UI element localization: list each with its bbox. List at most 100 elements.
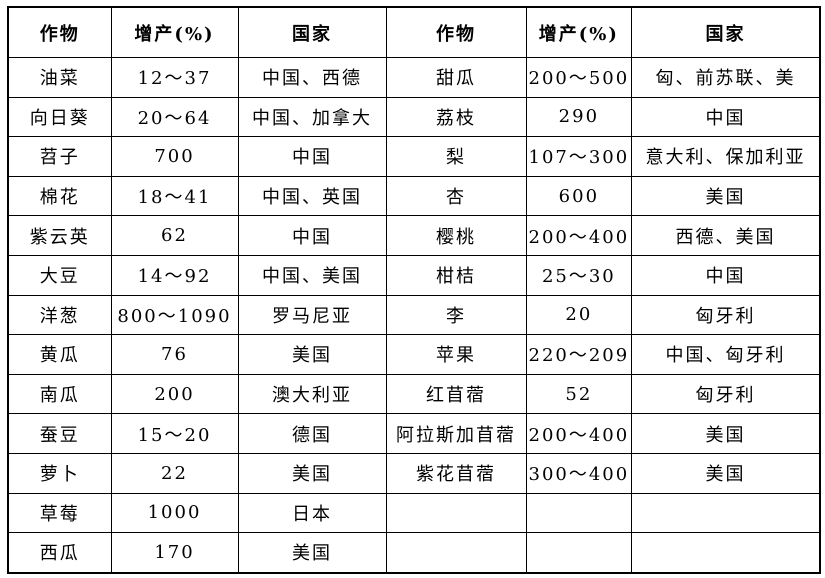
cell-country: 中国 xyxy=(631,96,821,138)
cell-increase xyxy=(525,532,633,574)
cell-crop: 柑桔 xyxy=(385,254,527,296)
cell-increase: 15～20 xyxy=(110,413,239,454)
cell-crop: 梨 xyxy=(385,136,527,177)
cell-country: 匈、前苏联、美 xyxy=(631,57,821,98)
table-row: 黄瓜 76 美国 苹果 220～209 中国、匈牙利 xyxy=(7,334,821,375)
cell-crop: 大豆 xyxy=(7,254,112,296)
cell-country: 美国 xyxy=(631,175,821,217)
cell-country: 中国、加拿大 xyxy=(237,96,387,138)
cell-increase: 62 xyxy=(110,215,239,256)
cell-crop: 草莓 xyxy=(7,492,112,534)
cell-crop: 蚕豆 xyxy=(7,413,112,454)
cell-crop: 荔枝 xyxy=(385,96,527,138)
column-header-increase: 增产(%) xyxy=(110,6,239,58)
cell-increase xyxy=(525,492,633,534)
crops-table-container: 作物 增产(%) 国家 作物 增产(%) 国家 油菜 12～37 中国、西德 甜瓜 200～500… xyxy=(7,6,821,574)
cell-increase: 800～1090 xyxy=(110,294,239,336)
cell-country xyxy=(631,532,821,574)
table-row: 紫云英 62 中国 樱桃 200～400 西德、美国 xyxy=(7,215,821,256)
cell-increase: 52 xyxy=(525,373,633,415)
cell-increase: 76 xyxy=(110,334,239,375)
cell-crop: 南瓜 xyxy=(7,373,112,415)
table-header: 作物 增产(%) 国家 作物 增产(%) 国家 xyxy=(7,6,821,58)
cell-increase: 600 xyxy=(525,175,633,217)
cell-crop: 黄瓜 xyxy=(7,334,112,375)
cell-country: 美国 xyxy=(237,334,387,375)
crops-yield-table: 作物 增产(%) 国家 作物 增产(%) 国家 油菜 12～37 中国、西德 甜瓜 200～500… xyxy=(7,6,821,574)
cell-country: 德国 xyxy=(237,413,387,454)
cell-country: 意大利、保加利亚 xyxy=(631,136,821,177)
column-header-increase: 增产(%) xyxy=(525,6,633,58)
column-header-crop: 作物 xyxy=(7,6,112,58)
cell-country: 罗马尼亚 xyxy=(237,294,387,336)
cell-increase: 200～500 xyxy=(525,57,633,98)
table-row: 南瓜 200 澳大利亚 红苜蓿 52 匈牙利 xyxy=(7,373,821,415)
cell-increase: 20～64 xyxy=(110,96,239,138)
cell-crop: 紫花苜蓿 xyxy=(385,452,527,494)
table-row: 萝卜 22 美国 紫花苜蓿 300～400 美国 xyxy=(7,452,821,494)
header-row: 作物 增产(%) 国家 作物 增产(%) 国家 xyxy=(7,6,821,58)
cell-country: 日本 xyxy=(237,492,387,534)
cell-country: 美国 xyxy=(631,452,821,494)
cell-country: 中国 xyxy=(237,215,387,256)
cell-country xyxy=(631,492,821,534)
cell-country: 西德、美国 xyxy=(631,215,821,256)
cell-crop: 苕子 xyxy=(7,136,112,177)
cell-increase: 12～37 xyxy=(110,57,239,98)
cell-crop: 油菜 xyxy=(7,57,112,98)
column-header-crop: 作物 xyxy=(385,6,527,58)
cell-country: 匈牙利 xyxy=(631,373,821,415)
cell-crop: 苹果 xyxy=(385,334,527,375)
table-row: 苕子 700 中国梨 107～300 意大利、保加利亚 xyxy=(7,136,821,177)
cell-increase: 700 xyxy=(110,136,239,177)
cell-increase: 18～41 xyxy=(110,175,239,217)
cell-country: 中国、英国 xyxy=(237,175,387,217)
cell-country: 美国 xyxy=(237,452,387,494)
cell-increase: 290 xyxy=(525,96,633,138)
table-row: 蚕豆 15～20 德国 阿拉斯加苜蓿 200～400 美国 xyxy=(7,413,821,454)
cell-crop: 棉花 xyxy=(7,175,112,217)
table-row: 草莓 1000 日本 xyxy=(7,492,821,534)
cell-crop: 杏 xyxy=(385,175,527,217)
cell-increase: 1000 xyxy=(110,492,239,534)
cell-increase: 220～209 xyxy=(525,334,633,375)
cell-crop: 西瓜 xyxy=(7,532,112,574)
cell-crop: 紫云英 xyxy=(7,215,112,256)
cell-country: 中国、西德 xyxy=(237,57,387,98)
cell-increase: 22 xyxy=(110,452,239,494)
cell-country: 中国 xyxy=(631,254,821,296)
cell-crop: 向日葵 xyxy=(7,96,112,138)
cell-country: 中国 xyxy=(237,136,387,177)
table-row: 洋葱 800～1090 罗马尼亚李 20 匈牙利 xyxy=(7,294,821,336)
cell-increase: 200～400 xyxy=(525,413,633,454)
cell-increase: 20 xyxy=(525,294,633,336)
column-header-country: 国家 xyxy=(237,6,387,58)
table-row: 棉花 18～41 中国、英国杏 600 美国 xyxy=(7,175,821,217)
cell-country: 美国 xyxy=(631,413,821,454)
cell-increase: 300～400 xyxy=(525,452,633,494)
table-row: 向日葵 20～64 中国、加拿大 荔枝 290 中国 xyxy=(7,96,821,138)
column-header-country: 国家 xyxy=(631,6,821,58)
table-body: 油菜 12～37 中国、西德 甜瓜 200～500 匈、前苏联、美 向日葵 20～64 中国、加… xyxy=(7,57,821,574)
cell-increase: 200 xyxy=(110,373,239,415)
cell-increase: 14～92 xyxy=(110,254,239,296)
cell-crop: 红苜蓿 xyxy=(385,373,527,415)
cell-crop xyxy=(385,532,527,574)
cell-country: 中国、匈牙利 xyxy=(631,334,821,375)
cell-crop: 甜瓜 xyxy=(385,57,527,98)
cell-country: 匈牙利 xyxy=(631,294,821,336)
cell-increase: 170 xyxy=(110,532,239,574)
cell-crop: 阿拉斯加苜蓿 xyxy=(385,413,527,454)
cell-increase: 107～300 xyxy=(525,136,633,177)
cell-country: 美国 xyxy=(237,532,387,574)
cell-country: 澳大利亚 xyxy=(237,373,387,415)
cell-increase: 25～30 xyxy=(525,254,633,296)
table-row: 西瓜 170 美国 xyxy=(7,532,821,574)
table-row: 油菜 12～37 中国、西德 甜瓜 200～500 匈、前苏联、美 xyxy=(7,57,821,98)
table-row: 大豆 14～92 中国、美国 柑桔 25～30 中国 xyxy=(7,254,821,296)
cell-crop xyxy=(385,492,527,534)
cell-crop: 樱桃 xyxy=(385,215,527,256)
cell-crop: 洋葱 xyxy=(7,294,112,336)
cell-increase: 200～400 xyxy=(525,215,633,256)
cell-crop: 李 xyxy=(385,294,527,336)
